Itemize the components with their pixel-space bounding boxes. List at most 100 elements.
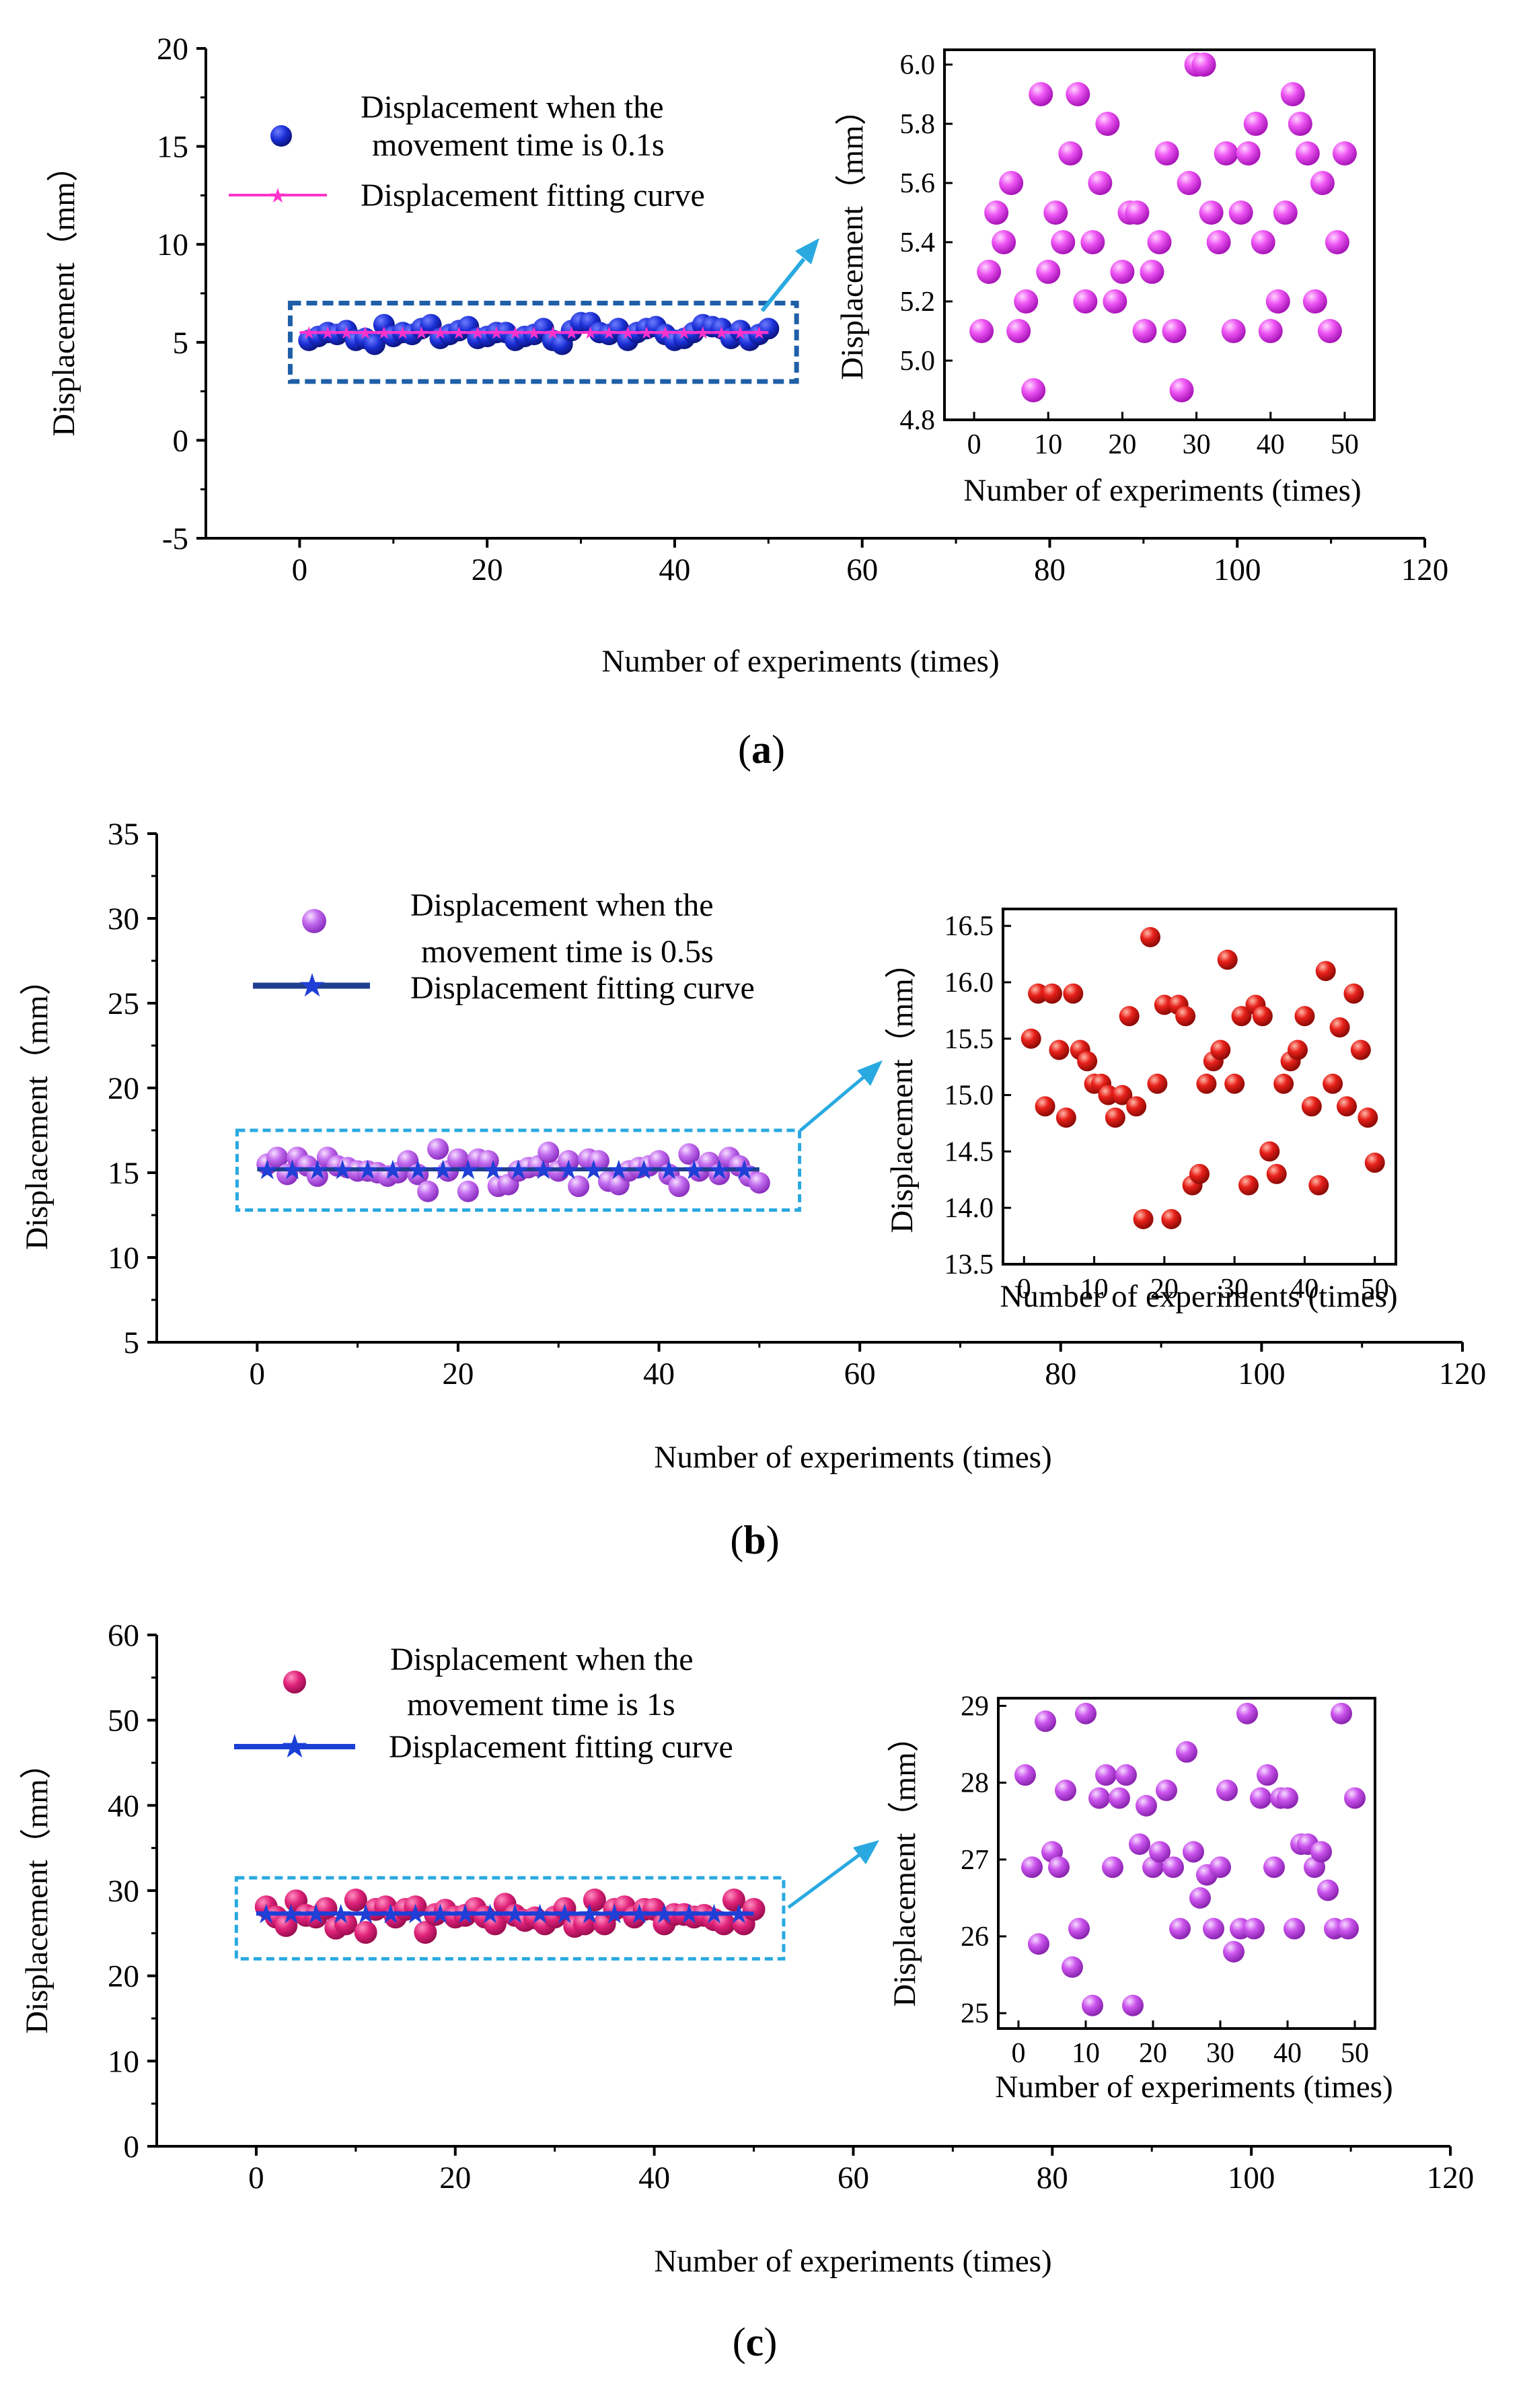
fit-marker: ★ [379,1899,403,1930]
inset-y-tick-label: 28 [961,1768,989,1799]
data-point [274,1913,298,1937]
fit-marker: ★ [507,324,523,343]
inset-data-point [1344,1787,1366,1809]
inset-y-tick-label: 15.0 [944,1081,994,1111]
inset-data-point [1206,230,1231,254]
fit-marker: ★ [632,1155,656,1185]
fit-marker: ★ [329,1899,353,1930]
inset-data-point [1048,1856,1070,1878]
x-tick-label: 100 [1238,1356,1286,1391]
inset-data-point [1129,1833,1150,1855]
inset-data-point [1112,1085,1133,1105]
inset-data-point [1310,171,1335,195]
inset-data-point [1337,1918,1359,1940]
inset-data-point [1332,141,1357,166]
selection-box [234,1876,786,1961]
y-tick-label: 25 [108,986,139,1021]
inset-data-point [1020,1028,1041,1049]
fit-marker: ★ [582,1155,606,1185]
inset-x-tick-label: 30 [1183,429,1211,460]
x-tick-label: 80 [1037,2160,1068,2195]
x-tick-label: 100 [1228,2160,1275,2195]
inset-data-point [1103,289,1127,314]
fit-marker: ★ [733,1155,757,1185]
inset-data-point [1224,1073,1245,1094]
y-tick-label: 5 [124,1325,140,1360]
inset-data-point [1191,52,1216,77]
inset-data-point [1095,112,1120,136]
x-tick-label: 20 [439,2160,471,2195]
zoom-arrow [760,258,806,312]
y-axis-title: Displacement（mm） [20,1747,54,2034]
x-tick-label: 0 [248,2160,264,2195]
data-point [414,1921,437,1944]
data-point [678,1143,700,1165]
inset-b: 0 10 20 30 40 50 13.5 14.0 14.5 15.0 15.5 16.0 16.5… [885,908,1398,1314]
inset-x-tick-label: 10 [1034,429,1062,460]
x-tick-label: 120 [1439,1356,1487,1391]
inset-data-point [1277,1787,1298,1809]
x-axis-title: Number of experiments (times) [601,644,999,679]
y-tick-label: 10 [108,1241,139,1276]
fit-marker: ★ [733,324,748,343]
inset-data-point [1051,230,1076,254]
fit-curve: ★ ★ ★ ★ ★ ★ ★ ★ ★ ★ ★ ★ ★ ★ ★ ★ ★ ★ ★ ★ [255,1155,759,1185]
x-ticks: 0 20 40 60 80 100 120 [292,538,1448,587]
x-tick-label: 20 [472,552,503,587]
inset-data-point [1243,112,1268,136]
fit-marker: ★ [338,324,354,343]
inset-data-point [1280,82,1305,106]
inset-data-point [1122,1994,1144,2016]
inset-data-point [1308,1175,1329,1196]
inset-y-tick-label: 4.8 [900,405,936,436]
y-ticks: -5 0 5 10 15 20 [157,32,206,556]
inset-data-point [977,260,1002,284]
inset-data-point [1250,1787,1271,1809]
y-tick-label: 35 [108,817,139,852]
inset-data-point [1236,141,1261,166]
inset-x-tick-label: 50 [1341,2038,1369,2069]
inset-data-point [984,200,1009,225]
inset-data-point [1102,1856,1123,1878]
fit-marker: ★ [429,1899,453,1930]
data-point [583,1888,606,1911]
fit-marker: ★ [714,324,729,343]
inset-data-point [1223,1940,1245,1963]
inset-y-tick-label: 29 [961,1691,989,1722]
x-tick-label: 60 [844,1356,876,1391]
legend-point-marker [270,125,292,147]
fit-curve: ★ ★ ★ ★ ★ ★ ★ ★ ★ ★ ★ ★ ★ ★ ★ ★ ★ ★ ★ ★ ★ ★ ★ ★ ★ [299,324,769,343]
fit-marker: ★ [695,324,710,343]
inset-x-tick-label: 0 [967,429,981,460]
inset-data-point [1161,1208,1182,1229]
inset-data-point [1266,1163,1287,1184]
inset-data-point [1035,1096,1055,1117]
y-tick-label: 40 [108,1788,139,1823]
y-axis-title: Displacement（mm） [20,963,54,1250]
y-tick-label: 15 [157,130,188,165]
fit-marker: ★ [431,1155,455,1185]
inset-y-tick-label: 6.0 [900,50,936,81]
inset-data-point [1214,141,1238,166]
inset-data-point [1310,1841,1332,1863]
fit-marker: ★ [356,1155,380,1185]
legend-fit-marker: ★ [280,1729,309,1765]
data-point [417,1180,439,1202]
fit-marker: ★ [478,1899,503,1930]
data-point [266,1146,289,1169]
inset-data-point [1136,1794,1157,1817]
inset-data-point [1231,1006,1252,1027]
inset-data-point [1252,1006,1273,1027]
inset-data-point [1236,1702,1258,1724]
panel-label-a: (a) [738,727,785,772]
fit-marker: ★ [304,1899,328,1930]
data-point [457,1180,479,1202]
legend-points-label-line-2: movement time is 0.5s [421,934,714,970]
fit-marker: ★ [603,1899,627,1930]
inset-points [1020,926,1385,1229]
inset-x-tick-label: 20 [1150,1274,1179,1305]
inset-x-tick-label: 40 [1290,1274,1318,1305]
fit-marker: ★ [456,1155,480,1185]
